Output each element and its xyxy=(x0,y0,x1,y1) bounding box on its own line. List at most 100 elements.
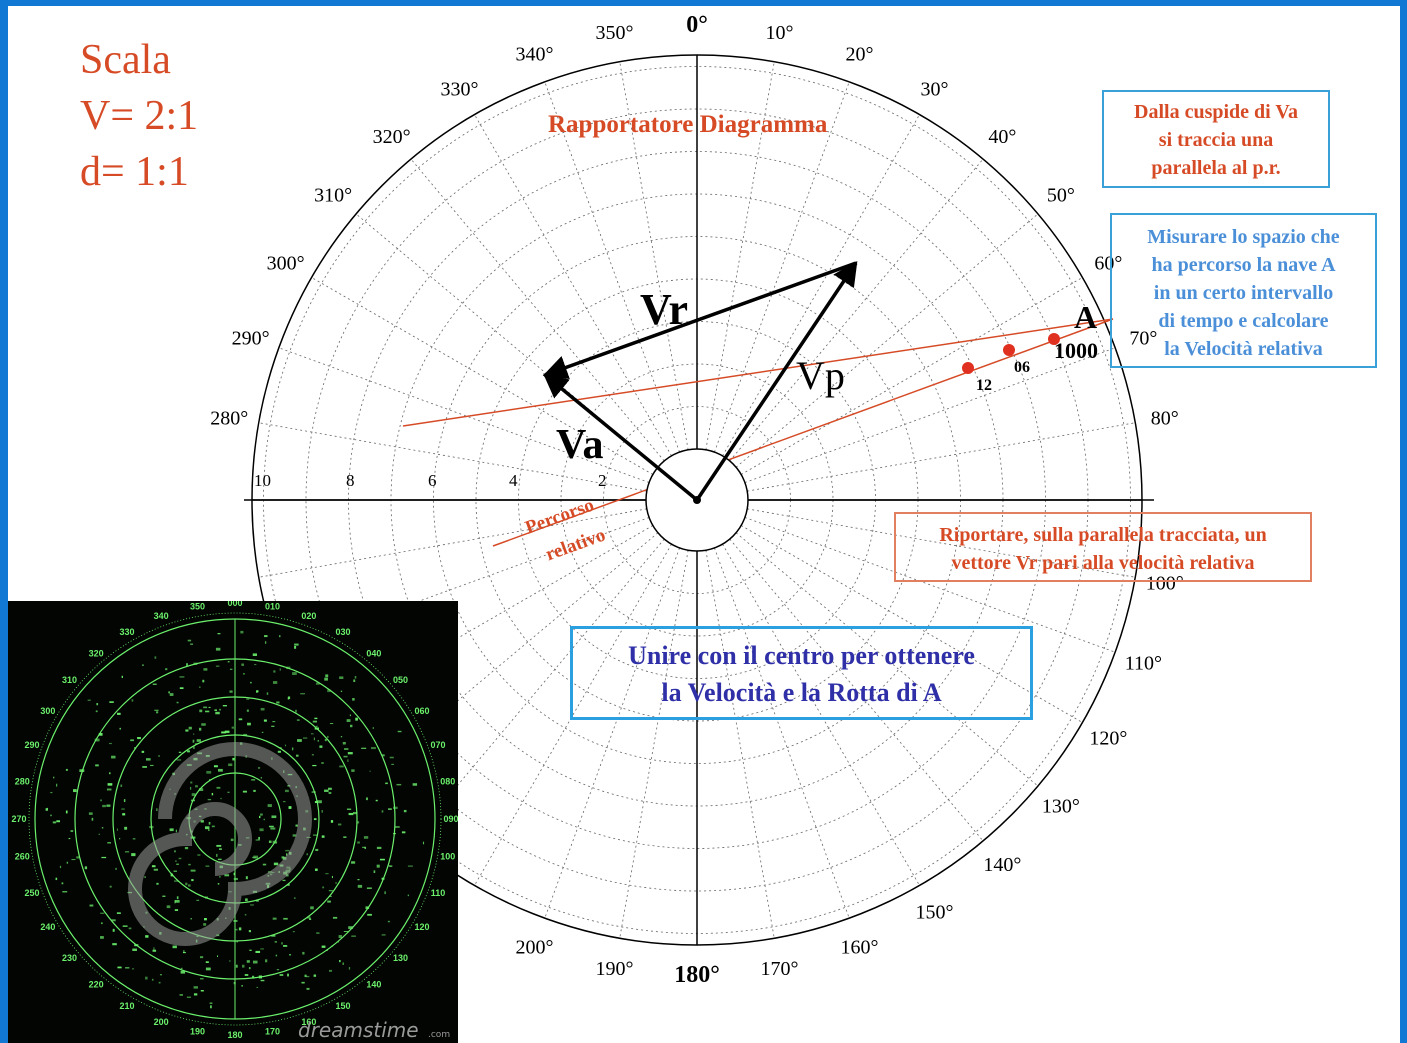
radar-echo xyxy=(197,854,201,856)
radar-echo xyxy=(116,828,118,831)
radar-echo xyxy=(343,836,347,838)
radar-echo xyxy=(156,808,158,812)
radar-echo xyxy=(188,863,191,866)
radar-echo xyxy=(340,690,343,692)
bearing-label: 120° xyxy=(1089,728,1127,750)
radar-bearing-label: 150 xyxy=(335,1001,350,1011)
radar-echo xyxy=(130,739,134,742)
bearing-line xyxy=(744,517,1116,653)
time-1000-label: 1000 xyxy=(1054,338,1098,363)
radar-echo xyxy=(229,690,233,693)
radar-bearing-label: 160 xyxy=(301,1017,316,1027)
radar-echo xyxy=(56,820,61,823)
radar-echo xyxy=(180,970,186,974)
radar-echo xyxy=(193,993,198,996)
radar-echo xyxy=(287,973,289,977)
radar-echo xyxy=(247,722,251,726)
radar-echo xyxy=(277,750,281,753)
radar-echo xyxy=(326,949,328,952)
radar-bearing-label: 010 xyxy=(265,601,280,611)
bearing-label: 160° xyxy=(840,936,878,958)
bearing-line xyxy=(722,114,920,457)
radar-echo xyxy=(305,975,310,978)
radar-echo xyxy=(216,786,221,789)
radar-echo xyxy=(213,765,218,768)
radar-echo xyxy=(154,656,157,659)
bearing-line xyxy=(729,538,984,842)
radar-echo xyxy=(220,797,222,800)
radar-echo xyxy=(191,879,194,882)
radar-echo xyxy=(71,858,76,861)
radar-echo xyxy=(152,949,157,952)
bearing-label: 150° xyxy=(916,901,954,923)
radar-echo xyxy=(238,927,242,931)
radar-echo xyxy=(194,743,198,745)
radar-echo xyxy=(174,909,179,911)
bearing-label: 280° xyxy=(210,408,248,430)
radar-echo xyxy=(272,840,278,844)
radar-echo xyxy=(369,770,371,772)
radar-echo xyxy=(274,941,277,943)
radar-echo xyxy=(311,754,314,756)
radar-echo xyxy=(246,698,250,700)
radar-bearing-label: 240 xyxy=(40,922,55,932)
radar-echo xyxy=(284,789,289,793)
radar-echo xyxy=(222,705,227,707)
bearing-line xyxy=(744,347,1116,483)
scale-title: Scala xyxy=(80,37,171,83)
radar-echo xyxy=(306,916,311,919)
note-line: in un certo intervallo xyxy=(1153,282,1334,304)
radar-echo xyxy=(199,978,204,980)
plot-point-06 xyxy=(1003,344,1015,356)
radar-echo xyxy=(185,882,188,886)
radar-echo xyxy=(173,880,179,882)
radar-echo xyxy=(207,798,212,801)
range-label: 8 xyxy=(346,471,355,490)
radar-echo xyxy=(192,746,195,749)
radar-echo xyxy=(159,974,162,976)
radar-echo xyxy=(193,986,198,989)
radar-echo xyxy=(221,731,227,734)
note-line: si traccia una xyxy=(1158,129,1274,151)
radar-echo xyxy=(314,868,318,871)
radar-echo xyxy=(252,653,258,657)
radar-bearing-label: 110 xyxy=(431,888,446,898)
radar-echo xyxy=(403,809,407,813)
radar-echo xyxy=(192,739,195,743)
radar-echo xyxy=(388,808,392,810)
bearing-label: 50° xyxy=(1047,185,1075,207)
radar-echo xyxy=(246,960,250,963)
bearing-label: 130° xyxy=(1042,795,1080,817)
radar-echo xyxy=(107,842,111,844)
radar-echo xyxy=(321,810,323,813)
radar-echo xyxy=(184,846,189,850)
radar-echo xyxy=(244,974,249,976)
radar-echo xyxy=(111,919,116,922)
radar-echo xyxy=(215,711,220,715)
radar-echo xyxy=(172,945,177,949)
radar-echo xyxy=(128,927,132,930)
radar-echo xyxy=(204,826,210,830)
radar-echo xyxy=(208,821,211,825)
radar-echo xyxy=(244,914,247,916)
radar-echo xyxy=(258,975,262,979)
radar-echo xyxy=(241,984,243,987)
radar-echo xyxy=(256,690,259,693)
radar-echo xyxy=(363,836,369,839)
radar-bearing-label: 330 xyxy=(119,627,134,637)
radar-echo xyxy=(306,987,310,990)
radar-echo xyxy=(196,899,200,901)
radar-echo xyxy=(115,867,117,870)
radar-echo xyxy=(196,739,201,742)
watermark-suffix: .com xyxy=(428,1030,450,1040)
time-06-label: 06 xyxy=(1014,359,1030,376)
radar-echo xyxy=(273,862,279,866)
bearing-label: 140° xyxy=(983,854,1021,876)
radar-echo xyxy=(376,846,382,850)
radar-echo xyxy=(384,891,387,895)
radar-echo xyxy=(228,763,233,767)
radar-echo xyxy=(263,719,267,722)
radar-echo xyxy=(186,663,188,667)
radar-echo xyxy=(186,996,191,998)
bearing-label: 100° xyxy=(1146,572,1184,594)
